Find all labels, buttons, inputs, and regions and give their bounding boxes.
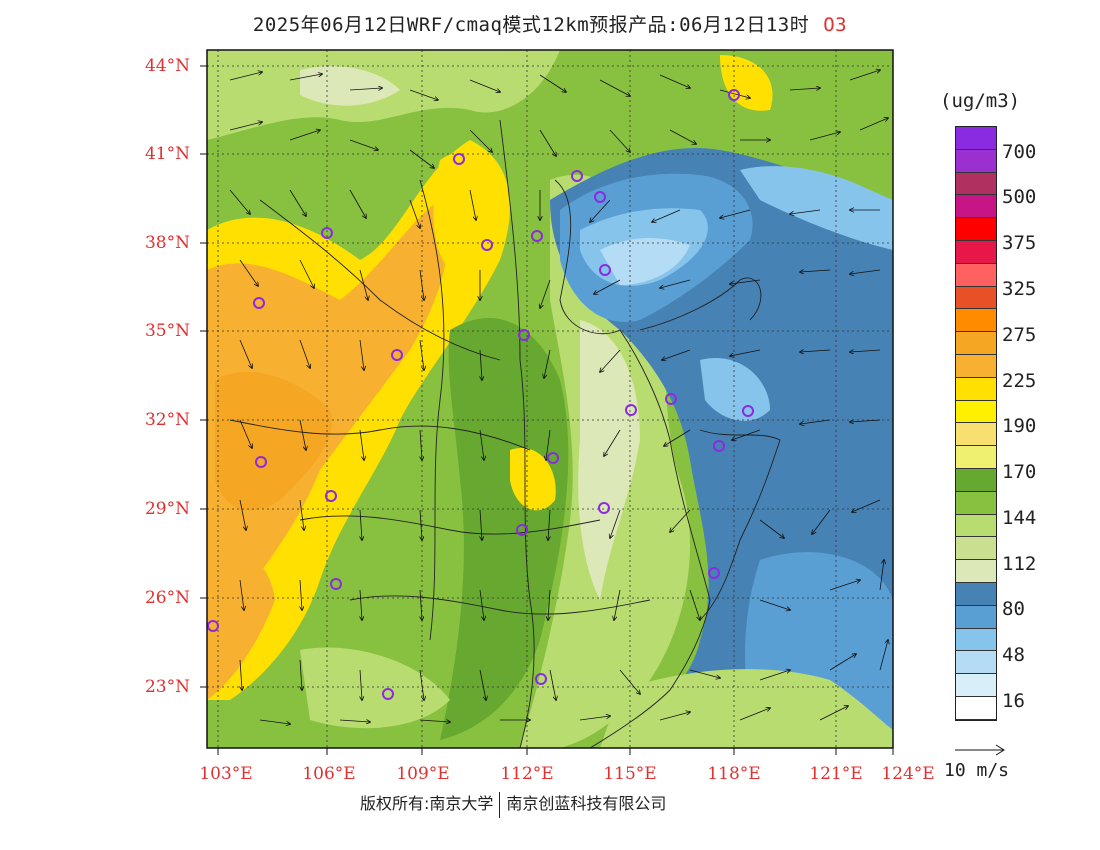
lat-label-35: 35°N xyxy=(144,321,190,341)
lon-label-121: 121°E xyxy=(809,764,863,784)
legend-swatch xyxy=(956,127,996,150)
legend-label-700: 700 xyxy=(1002,141,1037,163)
copyright-note: 版权所有:南京大学 南京创蓝科技有限公司 xyxy=(360,790,666,818)
legend-swatch xyxy=(956,400,996,424)
concentration-field xyxy=(207,50,893,748)
legend-label-144: 144 xyxy=(1002,507,1037,529)
lat-label-32: 32°N xyxy=(144,410,190,430)
legend-swatch xyxy=(956,560,996,583)
legend-unit: (ug/m3) xyxy=(940,90,1021,112)
legend-label-80: 80 xyxy=(1002,598,1025,620)
legend-swatch xyxy=(956,628,996,652)
color-legend xyxy=(955,126,997,721)
legend-swatch xyxy=(956,605,996,629)
legend-label-375: 375 xyxy=(1002,232,1037,254)
legend-label-500: 500 xyxy=(1002,186,1037,208)
lat-label-38: 38°N xyxy=(144,233,190,253)
legend-label-112: 112 xyxy=(1002,553,1037,575)
legend-swatch xyxy=(956,491,996,515)
legend-swatch xyxy=(956,423,996,447)
map-title: 2025年06月12日WRF/cmaq模式12km预报产品:06月12日13时 O… xyxy=(0,10,1100,37)
legend-swatch xyxy=(956,674,996,697)
legend-swatch xyxy=(956,651,996,675)
legend-label-48: 48 xyxy=(1002,644,1025,666)
legend-label-170: 170 xyxy=(1002,461,1037,483)
lat-label-44: 44°N xyxy=(144,56,190,76)
lat-label-23: 23°N xyxy=(144,677,190,697)
lat-label-41: 41°N xyxy=(144,144,190,164)
legend-swatch xyxy=(956,582,996,606)
legend-swatch xyxy=(956,240,996,264)
legend-swatch xyxy=(956,446,996,469)
copyright-divider xyxy=(499,791,501,818)
lat-label-26: 26°N xyxy=(144,588,190,608)
station-markers xyxy=(207,89,754,700)
legend-swatch xyxy=(956,309,996,333)
legend-swatch xyxy=(956,514,996,538)
legend-swatch xyxy=(956,286,996,310)
legend-label-275: 275 xyxy=(1002,324,1037,346)
lon-label-103: 103°E xyxy=(199,764,253,784)
lon-label-115: 115°E xyxy=(603,764,657,784)
wind-reference-label: 10 m/s xyxy=(944,760,1010,781)
legend-swatch xyxy=(956,354,996,378)
lon-label-124: 124°E xyxy=(881,764,935,784)
legend-swatch xyxy=(956,332,996,355)
legend-label-16: 16 xyxy=(1002,690,1025,712)
wind-vectors xyxy=(229,70,888,724)
legend-label-190: 190 xyxy=(1002,415,1037,437)
wind-reference-arrow-icon xyxy=(955,744,1005,756)
copyright-company: 南京创蓝科技有限公司 xyxy=(506,794,667,813)
legend-swatch xyxy=(956,377,996,401)
lat-label-29: 29°N xyxy=(144,499,190,519)
lon-label-118: 118°E xyxy=(707,764,761,784)
lon-label-106: 106°E xyxy=(302,764,356,784)
legend-swatch xyxy=(956,468,996,492)
lon-label-109: 109°E xyxy=(396,764,450,784)
lon-label-112: 112°E xyxy=(500,764,554,784)
legend-label-325: 325 xyxy=(1002,278,1037,300)
pollutant-label: O3 xyxy=(823,14,848,36)
title-main: 2025年06月12日WRF/cmaq模式12km预报产品:06月12日13时 xyxy=(252,14,810,36)
copyright-owner: 版权所有:南京大学 xyxy=(360,794,494,813)
legend-swatch xyxy=(956,696,996,720)
legend-swatch xyxy=(956,172,996,196)
legend-label-225: 225 xyxy=(1002,370,1037,392)
legend-swatch xyxy=(956,218,996,241)
legend-swatch xyxy=(956,537,996,561)
legend-swatch xyxy=(956,263,996,287)
legend-swatch xyxy=(956,195,996,219)
legend-swatch xyxy=(956,149,996,173)
